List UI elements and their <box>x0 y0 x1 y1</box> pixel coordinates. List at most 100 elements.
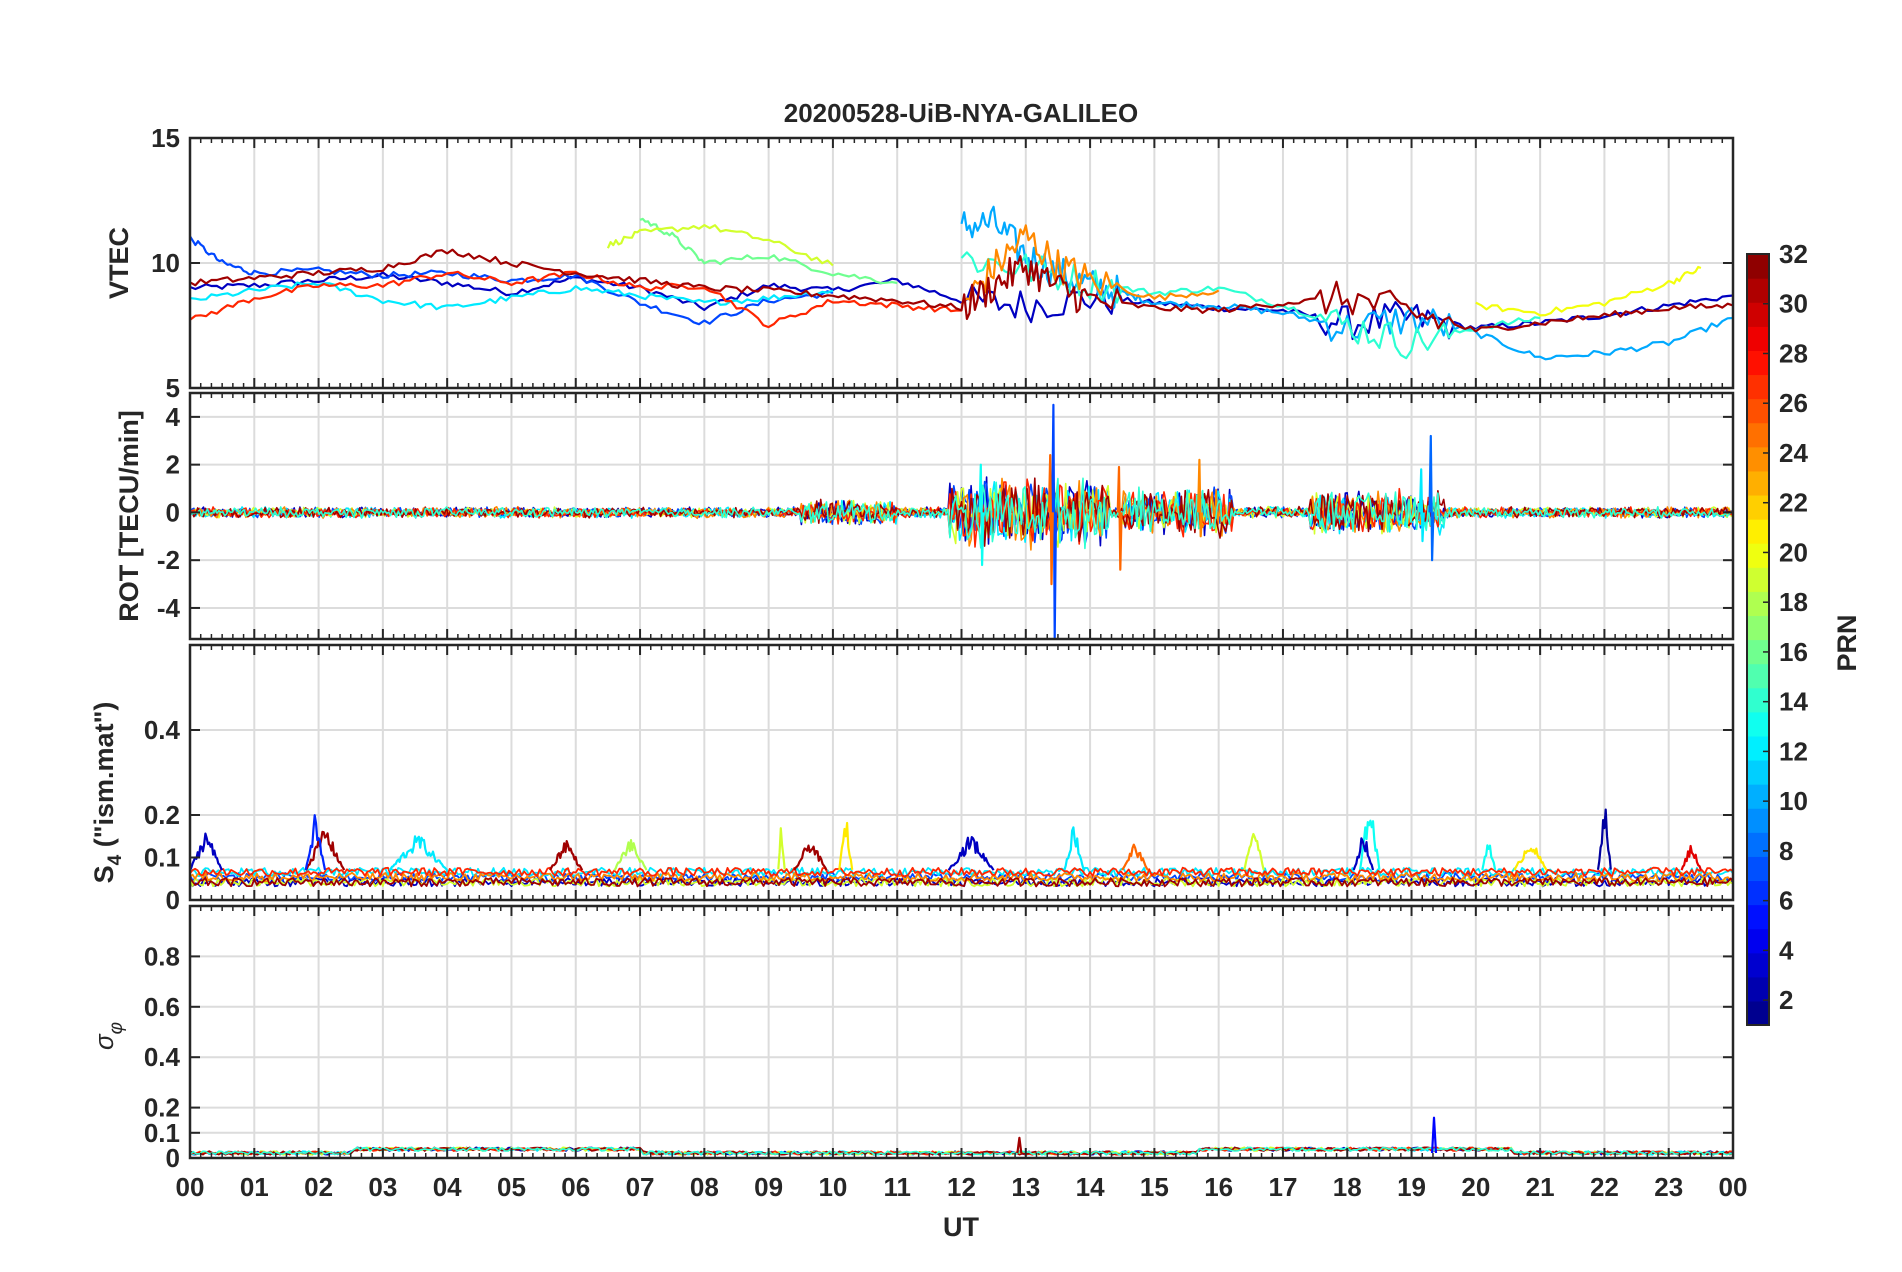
panel-sigma-phi: 00.10.2 0.4 0.6 0.8 σφ <box>89 904 1735 1173</box>
panel-rot: -4 -2 0 2 4 ROT [TECU/min] <box>114 391 1735 641</box>
vtec-y-axis-label: VTEC <box>104 227 134 299</box>
colorbar-swatch <box>1747 302 1769 327</box>
rot-y-axis-label: ROT [TECU/min] <box>114 410 144 621</box>
colorbar-swatch <box>1747 687 1769 713</box>
s4-burst <box>793 844 828 871</box>
colorbar-swatch <box>1747 398 1769 424</box>
vtec-ticks <box>189 137 1734 389</box>
vtec-line-prn-31 <box>190 248 1733 333</box>
s4-burst <box>777 827 786 870</box>
s4-lines <box>190 808 1733 888</box>
vtec-lines <box>190 205 1733 361</box>
colorbar-swatch <box>1747 663 1769 689</box>
y-tick-label: 0 <box>166 1143 180 1173</box>
y-tick-label: 0.2 <box>144 1093 180 1123</box>
sigma-phi-spike <box>1016 1136 1023 1154</box>
s4-burst <box>304 830 346 871</box>
x-tick-label: 15 <box>1140 1172 1169 1202</box>
y-tick-label: 0.1 <box>144 843 180 873</box>
vtec-line-prn-19 <box>606 224 834 267</box>
s4-burst <box>304 814 327 871</box>
y-tick-label: 0.4 <box>144 1042 181 1072</box>
s4-burst <box>1352 837 1375 871</box>
y-tick-label: 0.4 <box>144 715 181 745</box>
colorbar-swatch <box>1747 543 1769 568</box>
colorbar-tick-label: 18 <box>1779 587 1808 617</box>
y-tick-label: 10 <box>151 248 180 278</box>
s4-burst <box>1481 844 1497 871</box>
colorbar-swatch <box>1747 446 1769 472</box>
x-tick-label: 03 <box>368 1172 397 1202</box>
rot-line-prn-14 <box>190 477 1733 550</box>
x-tick-labels: 00 01 02 03 04 05 06 07 08 09 10 11 12 13 14 15 16 17 18 19… <box>176 1172 1748 1202</box>
colorbar-tick-label: 6 <box>1779 886 1793 916</box>
x-tick-label: 19 <box>1397 1172 1426 1202</box>
colorbar-tick-label: 26 <box>1779 388 1808 418</box>
s4-burst <box>1680 844 1702 871</box>
x-tick-label: 00 <box>1719 1172 1748 1202</box>
colorbar-swatch <box>1747 639 1769 665</box>
sigma-phi-y-axis-label: σφ <box>89 1022 127 1050</box>
rot-spike <box>1418 468 1425 543</box>
colorbar-swatch <box>1747 735 1769 761</box>
colorbar-tick-label: 2 <box>1779 985 1793 1015</box>
vtec-y-tick-labels: 5 10 15 <box>151 123 180 403</box>
s4-line-prn-12 <box>190 866 1733 878</box>
colorbar-tick-label: 8 <box>1779 836 1793 866</box>
x-tick-label: 17 <box>1268 1172 1297 1202</box>
colorbar-tick-label: 28 <box>1779 338 1808 368</box>
vtec-line-prn-24 <box>960 224 1220 306</box>
y-tick-label: 0.8 <box>144 941 180 971</box>
colorbar-swatch <box>1747 880 1769 906</box>
rot-spike <box>1051 403 1058 639</box>
colorbar-swatch <box>1747 832 1769 857</box>
x-tick-label: 14 <box>1076 1172 1105 1202</box>
x-tick-label: 16 <box>1204 1172 1233 1202</box>
colorbar-tick-label: 30 <box>1779 289 1808 319</box>
sigma-phi-y-tick-labels: 00.10.2 0.4 0.6 0.8 <box>144 941 181 1173</box>
sigma-phi-spike <box>1431 1116 1438 1154</box>
x-tick-label: 20 <box>1461 1172 1490 1202</box>
s4-burst <box>1596 808 1612 870</box>
colorbar-swatch <box>1747 254 1769 279</box>
x-tick-label: 01 <box>240 1172 269 1202</box>
colorbar-swatch <box>1747 374 1769 400</box>
s4-burst <box>613 838 648 871</box>
colorbar-swatch <box>1747 784 1769 809</box>
s4-line-prn-31 <box>190 877 1733 888</box>
y-tick-label: 15 <box>151 123 180 153</box>
panel-s4: 0 0.1 0.2 0.4 S4 ("ism.mat") <box>89 643 1735 915</box>
colorbar-swatch <box>1747 759 1769 785</box>
chart-title: 20200528-UiB-NYA-GALILEO <box>784 98 1139 128</box>
rot-ticks <box>189 393 1734 639</box>
s4-burst <box>1063 826 1085 871</box>
x-tick-label: 13 <box>1011 1172 1040 1202</box>
x-tick-label: 00 <box>176 1172 205 1202</box>
colorbar-tick-label: 4 <box>1779 935 1794 965</box>
x-tick-label: 05 <box>497 1172 526 1202</box>
x-tick-label: 08 <box>690 1172 719 1202</box>
vtec-line-prn-14 <box>960 251 1541 360</box>
x-tick-label: 10 <box>818 1172 847 1202</box>
x-tick-label: 04 <box>433 1172 462 1202</box>
s4-burst <box>1121 843 1149 871</box>
y-tick-label: 5 <box>166 373 180 403</box>
colorbar-swatch <box>1747 808 1769 833</box>
colorbar-tick-label: 12 <box>1779 736 1808 766</box>
s4-burst <box>1243 832 1265 871</box>
rot-y-tick-labels: -4 -2 0 2 4 <box>157 402 181 623</box>
s4-ticks <box>189 645 1734 901</box>
colorbar-swatch <box>1747 711 1769 737</box>
rot-spike <box>1197 458 1204 538</box>
y-tick-label: 0.6 <box>144 992 180 1022</box>
panel-vtec: 5 10 15 VTEC <box>104 123 1735 403</box>
colorbar-swatch <box>1747 904 1769 930</box>
vtec-line-prn-27 <box>190 270 962 329</box>
s4-burst <box>838 821 854 870</box>
x-tick-label: 06 <box>561 1172 590 1202</box>
s4-burst <box>1513 847 1548 871</box>
s4-burst <box>190 832 224 871</box>
y-tick-label: -4 <box>157 593 181 623</box>
y-tick-label: 0 <box>166 885 180 915</box>
